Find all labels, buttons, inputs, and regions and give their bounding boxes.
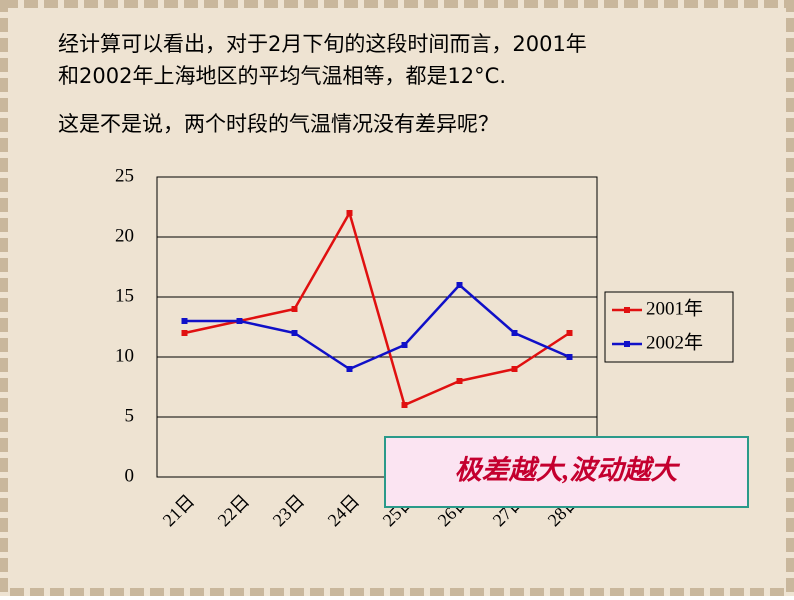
point	[456, 378, 463, 384]
point	[456, 282, 463, 288]
point	[511, 330, 518, 336]
point	[566, 330, 573, 336]
point	[401, 402, 408, 408]
point	[291, 330, 298, 336]
series-line	[184, 209, 571, 407]
y-tick-label: 20	[115, 225, 134, 246]
legend-label: 2001年	[646, 297, 703, 319]
point	[346, 366, 353, 372]
y-tick-label: 15	[115, 285, 134, 306]
text-line: 经计算可以看出，对于2月下旬的这段时间而言，2001年	[58, 32, 587, 56]
point	[346, 210, 353, 216]
y-tick-label: 25	[115, 165, 134, 186]
point	[511, 366, 518, 372]
legend-label: 2002年	[646, 331, 703, 353]
callout-box	[384, 436, 749, 508]
y-tick-label: 5	[125, 405, 135, 426]
series-line	[184, 283, 570, 371]
y-tick-label: 10	[115, 345, 134, 366]
point	[236, 318, 243, 324]
point	[181, 318, 188, 324]
point	[566, 354, 573, 360]
point	[291, 306, 298, 312]
y-tick-label: 0	[125, 465, 135, 486]
legend-marker	[624, 341, 630, 347]
legend	[604, 291, 734, 363]
text-line: 和2002年上海地区的平均气温相等，都是12°C.	[58, 64, 506, 88]
text-line: 这是不是说，两个时段的气温情况没有差异呢？	[58, 112, 499, 136]
callout: 极差越大,波动越大	[455, 455, 681, 485]
legend-marker	[624, 307, 630, 313]
point	[401, 342, 408, 348]
point	[181, 330, 188, 336]
